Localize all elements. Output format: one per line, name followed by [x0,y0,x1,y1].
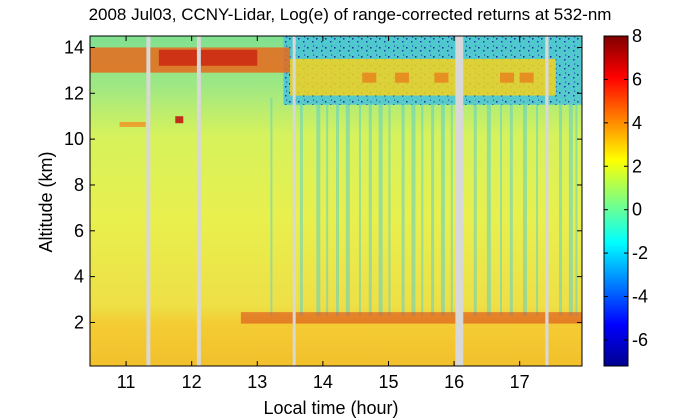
x-tick-label: 11 [117,372,136,392]
colorbar-tick-label: 4 [632,113,642,133]
cirrus-band-late [290,58,556,96]
colorbar-tick-label: -6 [632,330,648,350]
signal-streak [388,97,391,316]
signal-streak [368,97,372,316]
signal-streak [299,97,303,316]
colorbar-tick-label: 0 [632,200,642,220]
plot-area [89,35,583,367]
cloud-patch [519,72,534,83]
colorbar-tick-label: 2 [632,156,642,176]
signal-streak [522,97,527,316]
cloud-patch [500,72,514,83]
y-tick-label: 10 [64,129,84,149]
x-tick-label: 16 [444,372,464,392]
x-tick-label: 15 [378,372,398,392]
y-tick-label: 2 [74,312,84,332]
x-tick-label: 14 [313,372,333,392]
signal-streak [500,97,502,316]
colorbar-gradient [603,35,629,367]
x-tick-label: 17 [510,372,530,392]
cloud-patch [362,72,377,83]
signal-streak [401,97,405,316]
colorbar-tick-label: -4 [632,287,648,307]
signal-streak [326,97,329,316]
signal-streak [345,97,350,316]
y-tick-label: 14 [64,37,84,57]
signal-streak [336,97,339,316]
y-axis-label: Altitude (km) [36,151,56,252]
x-tick-label: 12 [182,372,202,392]
cloud-patch [434,72,449,83]
plot-frame [89,35,583,367]
signal-streak [536,97,539,316]
signal-streak [509,97,513,316]
cloud-patch [395,72,410,83]
colorbar: 8 6 4 2 0 -2 -4 -6 [603,26,648,367]
chart-title: 2008 Jul03, CCNY-Lidar, Log(e) of range-… [89,5,612,24]
y-axis: 2 4 6 8 10 12 14 [64,37,582,332]
signal-streak [358,97,361,316]
thin-cloud-core [175,116,184,124]
data-gap [545,36,549,366]
data-gap [292,36,296,366]
signal-streak [421,97,424,316]
signal-streak [575,97,578,316]
signal-streak [316,97,321,316]
y-tick-label: 6 [74,221,84,241]
data-gap [146,36,151,366]
data-gap [455,36,464,366]
signal-streak [450,97,453,316]
signal-streak [440,97,445,316]
colorbar-tick-label: 6 [632,69,642,89]
signal-streak [559,97,563,316]
cirrus-core [158,49,258,66]
signal-streak [568,97,573,316]
signal-streak [486,97,491,316]
data-gap [196,36,201,366]
x-tick-label: 13 [247,372,267,392]
signal-streak [431,97,435,316]
signal-streak [411,97,416,316]
thin-cloud [119,121,146,127]
y-tick-label: 4 [74,267,84,287]
y-tick-label: 12 [64,83,84,103]
signal-streak [378,97,383,316]
boundary-layer-top [240,312,582,324]
x-axis: 11 12 13 14 15 16 17 [117,36,530,392]
signal-streak [270,97,273,316]
colorbar-tick-label: 8 [632,26,642,46]
y-tick-label: 8 [74,175,84,195]
signal-streak [473,97,477,316]
colorbar-tick-label: -2 [632,243,648,263]
x-axis-label: Local time (hour) [263,398,398,418]
